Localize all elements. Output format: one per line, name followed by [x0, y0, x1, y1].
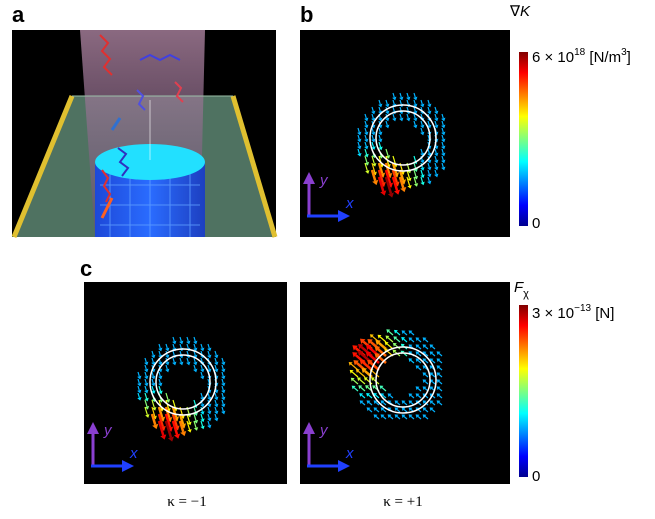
- axis-label: x: [345, 445, 354, 462]
- variable: K: [520, 3, 531, 20]
- base: 6 × 10: [532, 49, 574, 66]
- field-map: [300, 282, 510, 484]
- panel-label: c: [80, 256, 92, 281]
- axis-label: x: [345, 195, 354, 212]
- field-map: [300, 30, 510, 237]
- illustration: [12, 30, 276, 237]
- unit: ]: [627, 49, 631, 66]
- caption: κ = −1: [167, 494, 206, 510]
- base: 3 × 10: [532, 305, 574, 322]
- field-map: [84, 282, 287, 484]
- colorbar-max: 3 × 10−13 [N]: [532, 303, 614, 322]
- unit: [N]: [591, 305, 614, 322]
- colorbar: [519, 305, 528, 477]
- colorbar-min: 0: [532, 468, 540, 485]
- exponent: −13: [574, 303, 591, 314]
- colorbar-min: 0: [532, 215, 540, 232]
- panel-label: a: [12, 2, 25, 27]
- exponent: 18: [574, 47, 586, 58]
- panel-label: b: [300, 2, 313, 27]
- unit: [N/m: [585, 49, 621, 66]
- colorbar-title: Fχ: [514, 279, 529, 300]
- colorbar-max: 6 × 1018 [N/m3]: [532, 47, 631, 66]
- colorbar: [519, 52, 528, 226]
- axis-label: x: [129, 445, 138, 462]
- subscript: χ: [523, 288, 529, 300]
- colorbar-title: ∇K: [509, 3, 531, 20]
- caption: κ = +1: [383, 494, 422, 510]
- figure: a b c: [0, 0, 655, 514]
